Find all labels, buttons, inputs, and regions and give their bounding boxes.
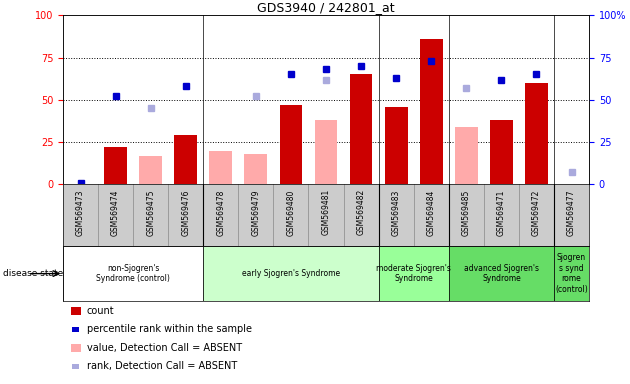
Bar xyxy=(420,39,443,184)
Text: GSM569484: GSM569484 xyxy=(427,189,436,236)
Text: GSM569483: GSM569483 xyxy=(392,189,401,236)
Text: Sjogren
s synd
rome
(control): Sjogren s synd rome (control) xyxy=(555,253,588,294)
Bar xyxy=(203,246,379,301)
Bar xyxy=(350,74,372,184)
Text: GSM569480: GSM569480 xyxy=(287,189,295,236)
Bar xyxy=(455,127,478,184)
Text: GSM569474: GSM569474 xyxy=(111,189,120,236)
Text: disease state: disease state xyxy=(3,269,64,278)
Bar xyxy=(525,83,548,184)
Bar xyxy=(244,154,267,184)
Bar xyxy=(104,147,127,184)
Bar xyxy=(385,107,408,184)
Text: value, Detection Call = ABSENT: value, Detection Call = ABSENT xyxy=(87,343,242,353)
Bar xyxy=(490,120,513,184)
Text: GSM569477: GSM569477 xyxy=(567,189,576,236)
Bar xyxy=(554,246,589,301)
Text: GSM569475: GSM569475 xyxy=(146,189,155,236)
Bar xyxy=(63,246,203,301)
Bar xyxy=(379,246,449,301)
Bar xyxy=(139,156,162,184)
Bar xyxy=(209,151,232,184)
Bar xyxy=(449,246,554,301)
Text: GSM569472: GSM569472 xyxy=(532,189,541,236)
Text: GSM569473: GSM569473 xyxy=(76,189,85,236)
Text: advanced Sjogren's
Syndrome: advanced Sjogren's Syndrome xyxy=(464,264,539,283)
Text: non-Sjogren's
Syndrome (control): non-Sjogren's Syndrome (control) xyxy=(96,264,170,283)
Text: GSM569471: GSM569471 xyxy=(497,189,506,236)
Text: GSM569485: GSM569485 xyxy=(462,189,471,236)
Text: moderate Sjogren's
Syndrome: moderate Sjogren's Syndrome xyxy=(376,264,451,283)
Text: GSM569482: GSM569482 xyxy=(357,189,365,235)
Text: GSM569478: GSM569478 xyxy=(216,189,226,236)
Text: GSM569479: GSM569479 xyxy=(251,189,260,236)
Bar xyxy=(175,135,197,184)
Text: rank, Detection Call = ABSENT: rank, Detection Call = ABSENT xyxy=(87,361,237,371)
Bar xyxy=(314,120,338,184)
Text: GSM569476: GSM569476 xyxy=(181,189,190,236)
Text: early Sjogren's Syndrome: early Sjogren's Syndrome xyxy=(242,269,340,278)
Text: GSM569481: GSM569481 xyxy=(321,189,331,235)
Text: percentile rank within the sample: percentile rank within the sample xyxy=(87,324,252,334)
Text: count: count xyxy=(87,306,115,316)
Bar xyxy=(280,105,302,184)
Title: GDS3940 / 242801_at: GDS3940 / 242801_at xyxy=(257,1,395,14)
